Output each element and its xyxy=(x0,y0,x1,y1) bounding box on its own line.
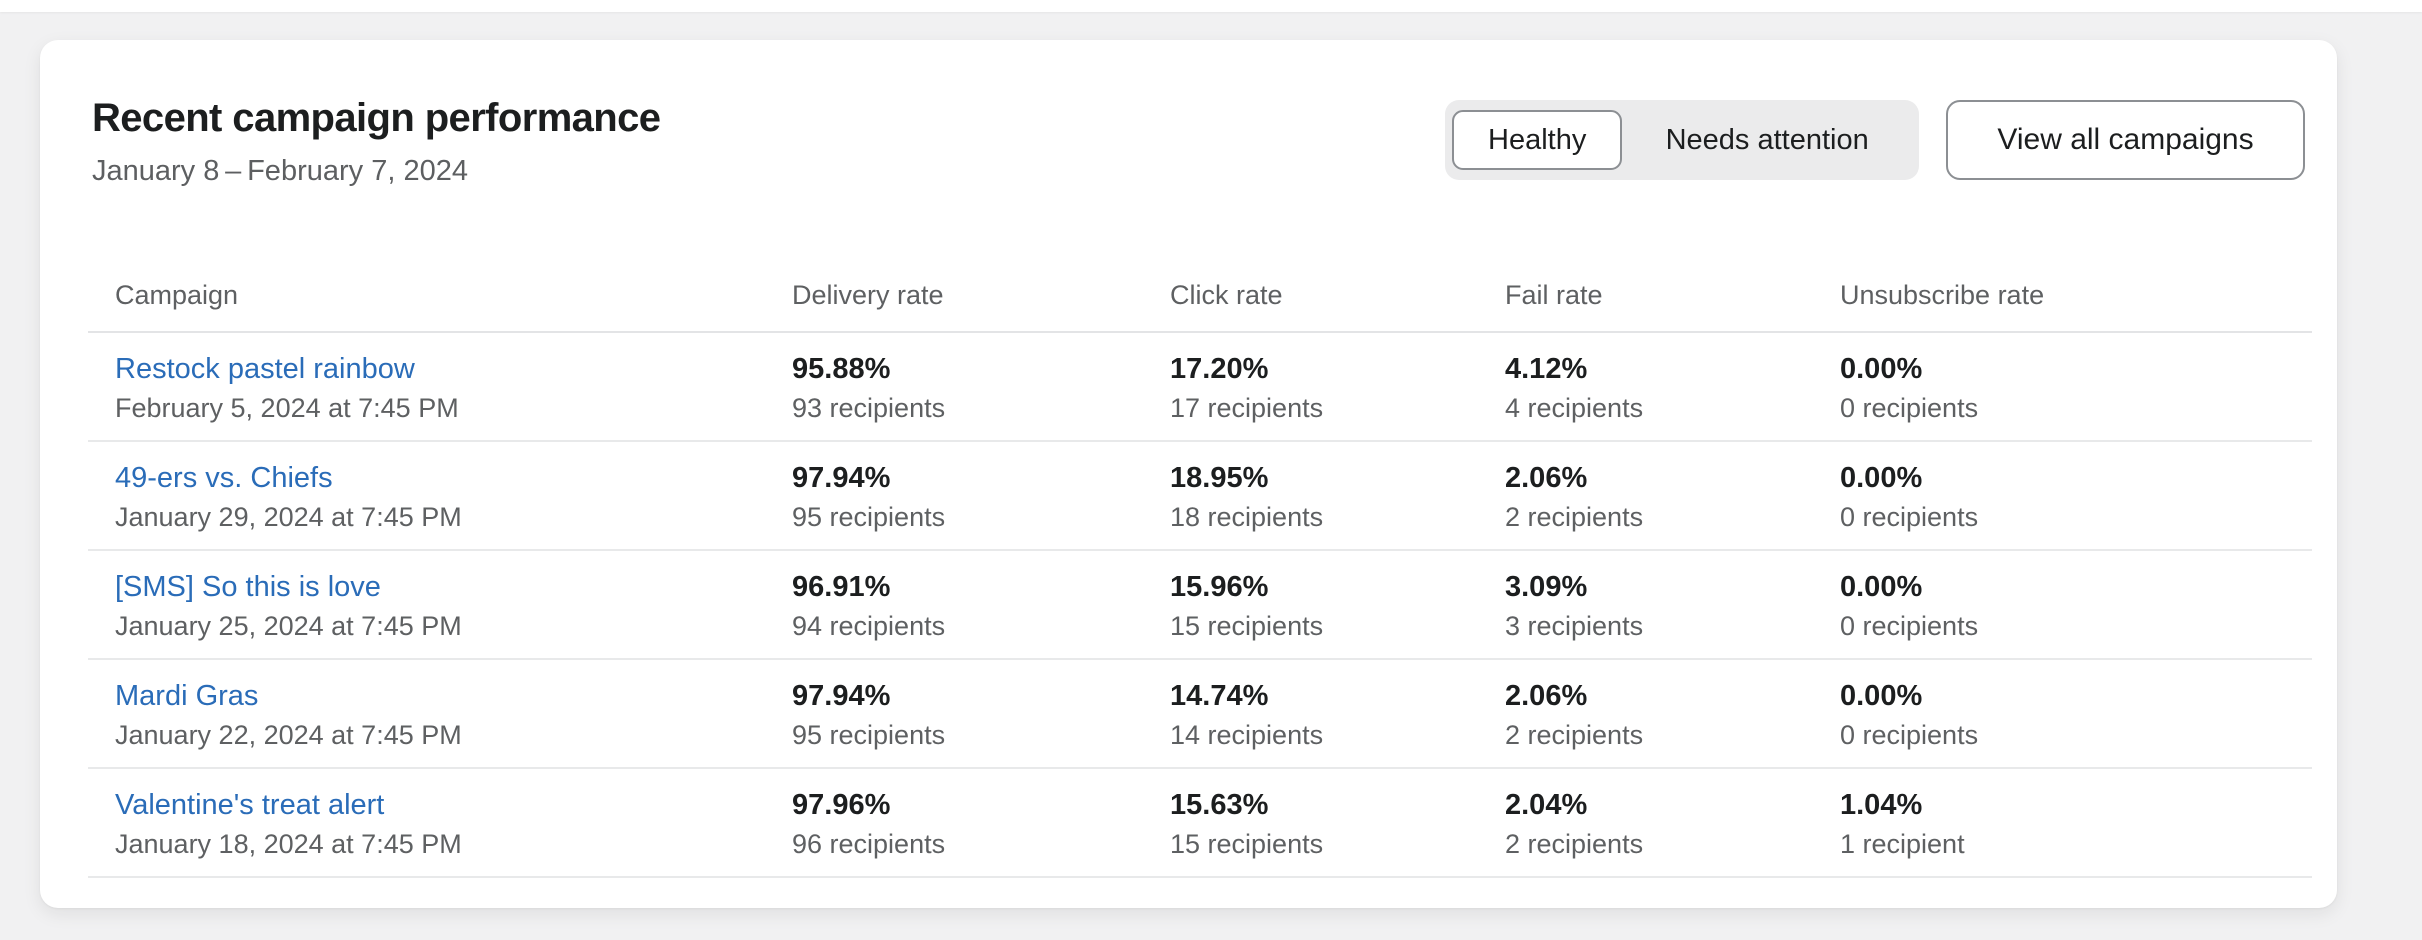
delivery-rate-value: 97.94% xyxy=(792,680,891,712)
table-row: 49-ers vs. Chiefs January 29, 2024 at 7:… xyxy=(88,442,2312,551)
fail-rate-cell: 2.04% 2 recipients xyxy=(1505,787,1840,876)
delivery-recipients: 93 recipients xyxy=(792,393,946,423)
click-rate-value: 15.96% xyxy=(1170,571,1269,603)
unsubscribe-recipients: 1 recipient xyxy=(1840,829,1965,859)
campaign-sent-date: January 22, 2024 at 7:45 PM xyxy=(115,720,462,750)
delivery-rate-cell: 97.94% 95 recipients xyxy=(792,460,1170,549)
table-row: Restock pastel rainbow February 5, 2024 … xyxy=(88,333,2312,442)
delivery-rate-cell: 97.96% 96 recipients xyxy=(792,787,1170,876)
date-range: January 8 – February 7, 2024 xyxy=(92,155,468,187)
delivery-recipients: 95 recipients xyxy=(792,720,946,750)
campaign-filter-toggle: Healthy Needs attention xyxy=(1445,100,1919,180)
campaign-link[interactable]: Restock pastel rainbow xyxy=(115,353,415,385)
click-rate-value: 14.74% xyxy=(1170,680,1269,712)
campaign-table: Campaign Delivery rate Click rate Fail r… xyxy=(88,260,2312,878)
click-rate-value: 18.95% xyxy=(1170,462,1269,494)
delivery-rate-cell: 97.94% 95 recipients xyxy=(792,678,1170,767)
campaign-sent-date: January 18, 2024 at 7:45 PM xyxy=(115,829,462,859)
fail-rate-value: 2.06% xyxy=(1505,462,1588,494)
unsubscribe-rate-value: 1.04% xyxy=(1840,789,1923,821)
click-rate-value: 15.63% xyxy=(1170,789,1269,821)
fail-recipients: 4 recipients xyxy=(1505,393,1644,423)
click-rate-cell: 18.95% 18 recipients xyxy=(1170,460,1505,549)
click-rate-value: 17.20% xyxy=(1170,353,1269,385)
unsubscribe-recipients: 0 recipients xyxy=(1840,393,1979,423)
unsubscribe-rate-value: 0.00% xyxy=(1840,571,1923,603)
table-header-row: Campaign Delivery rate Click rate Fail r… xyxy=(88,260,2312,333)
unsubscribe-rate-cell: 1.04% 1 recipient xyxy=(1840,787,2312,876)
delivery-recipients: 94 recipients xyxy=(792,611,946,641)
fail-recipients: 3 recipients xyxy=(1505,611,1644,641)
delivery-rate-value: 96.91% xyxy=(792,571,891,603)
campaign-cell: Restock pastel rainbow February 5, 2024 … xyxy=(115,351,792,440)
unsubscribe-rate-value: 0.00% xyxy=(1840,353,1923,385)
table-row: [SMS] So this is love January 25, 2024 a… xyxy=(88,551,2312,660)
card-title: Recent campaign performance xyxy=(92,96,661,140)
campaign-cell: Mardi Gras January 22, 2024 at 7:45 PM xyxy=(115,678,792,767)
unsubscribe-rate-cell: 0.00% 0 recipients xyxy=(1840,569,2312,658)
column-header-unsubscribe-rate: Unsubscribe rate xyxy=(1840,280,2045,310)
click-recipients: 15 recipients xyxy=(1170,611,1324,641)
fail-rate-cell: 2.06% 2 recipients xyxy=(1505,678,1840,767)
delivery-rate-cell: 96.91% 94 recipients xyxy=(792,569,1170,658)
fail-recipients: 2 recipients xyxy=(1505,502,1644,532)
delivery-rate-value: 97.94% xyxy=(792,462,891,494)
click-recipients: 14 recipients xyxy=(1170,720,1324,750)
campaign-sent-date: January 29, 2024 at 7:45 PM xyxy=(115,502,462,532)
click-recipients: 15 recipients xyxy=(1170,829,1324,859)
healthy-tab[interactable]: Healthy xyxy=(1452,110,1623,170)
recent-campaign-performance-card: Recent campaign performance January 8 – … xyxy=(40,40,2337,908)
click-rate-cell: 15.63% 15 recipients xyxy=(1170,787,1505,876)
unsubscribe-recipients: 0 recipients xyxy=(1840,502,1979,532)
unsubscribe-rate-value: 0.00% xyxy=(1840,680,1923,712)
fail-rate-value: 2.04% xyxy=(1505,789,1588,821)
campaign-sent-date: January 25, 2024 at 7:45 PM xyxy=(115,611,462,641)
campaign-cell: Valentine's treat alert January 18, 2024… xyxy=(115,787,792,876)
column-header-fail-rate: Fail rate xyxy=(1505,280,1603,310)
campaign-link[interactable]: [SMS] So this is love xyxy=(115,571,381,603)
click-rate-cell: 15.96% 15 recipients xyxy=(1170,569,1505,658)
fail-rate-value: 4.12% xyxy=(1505,353,1588,385)
click-rate-cell: 14.74% 14 recipients xyxy=(1170,678,1505,767)
fail-rate-cell: 4.12% 4 recipients xyxy=(1505,351,1840,440)
unsubscribe-recipients: 0 recipients xyxy=(1840,611,1979,641)
unsubscribe-rate-cell: 0.00% 0 recipients xyxy=(1840,351,2312,440)
unsubscribe-recipients: 0 recipients xyxy=(1840,720,1979,750)
delivery-rate-value: 95.88% xyxy=(792,353,891,385)
column-header-delivery-rate: Delivery rate xyxy=(792,280,944,310)
unsubscribe-rate-cell: 0.00% 0 recipients xyxy=(1840,678,2312,767)
click-recipients: 17 recipients xyxy=(1170,393,1324,423)
campaign-cell: 49-ers vs. Chiefs January 29, 2024 at 7:… xyxy=(115,460,792,549)
needs-attention-tab[interactable]: Needs attention xyxy=(1622,110,1912,170)
campaign-link[interactable]: Valentine's treat alert xyxy=(115,789,385,821)
table-row: Valentine's treat alert January 18, 2024… xyxy=(88,769,2312,878)
campaign-sent-date: February 5, 2024 at 7:45 PM xyxy=(115,393,459,423)
unsubscribe-rate-value: 0.00% xyxy=(1840,462,1923,494)
unsubscribe-rate-cell: 0.00% 0 recipients xyxy=(1840,460,2312,549)
top-bar xyxy=(0,0,2422,12)
click-recipients: 18 recipients xyxy=(1170,502,1324,532)
click-rate-cell: 17.20% 17 recipients xyxy=(1170,351,1505,440)
column-header-click-rate: Click rate xyxy=(1170,280,1283,310)
delivery-rate-value: 97.96% xyxy=(792,789,891,821)
fail-rate-cell: 3.09% 3 recipients xyxy=(1505,569,1840,658)
delivery-recipients: 95 recipients xyxy=(792,502,946,532)
fail-recipients: 2 recipients xyxy=(1505,720,1644,750)
fail-recipients: 2 recipients xyxy=(1505,829,1644,859)
fail-rate-value: 2.06% xyxy=(1505,680,1588,712)
table-row: Mardi Gras January 22, 2024 at 7:45 PM 9… xyxy=(88,660,2312,769)
campaign-cell: [SMS] So this is love January 25, 2024 a… xyxy=(115,569,792,658)
column-header-campaign: Campaign xyxy=(115,280,239,310)
fail-rate-cell: 2.06% 2 recipients xyxy=(1505,460,1840,549)
campaign-link[interactable]: 49-ers vs. Chiefs xyxy=(115,462,333,494)
view-all-campaigns-button[interactable]: View all campaigns xyxy=(1946,100,2305,180)
fail-rate-value: 3.09% xyxy=(1505,571,1588,603)
delivery-recipients: 96 recipients xyxy=(792,829,946,859)
campaign-link[interactable]: Mardi Gras xyxy=(115,680,259,712)
delivery-rate-cell: 95.88% 93 recipients xyxy=(792,351,1170,440)
